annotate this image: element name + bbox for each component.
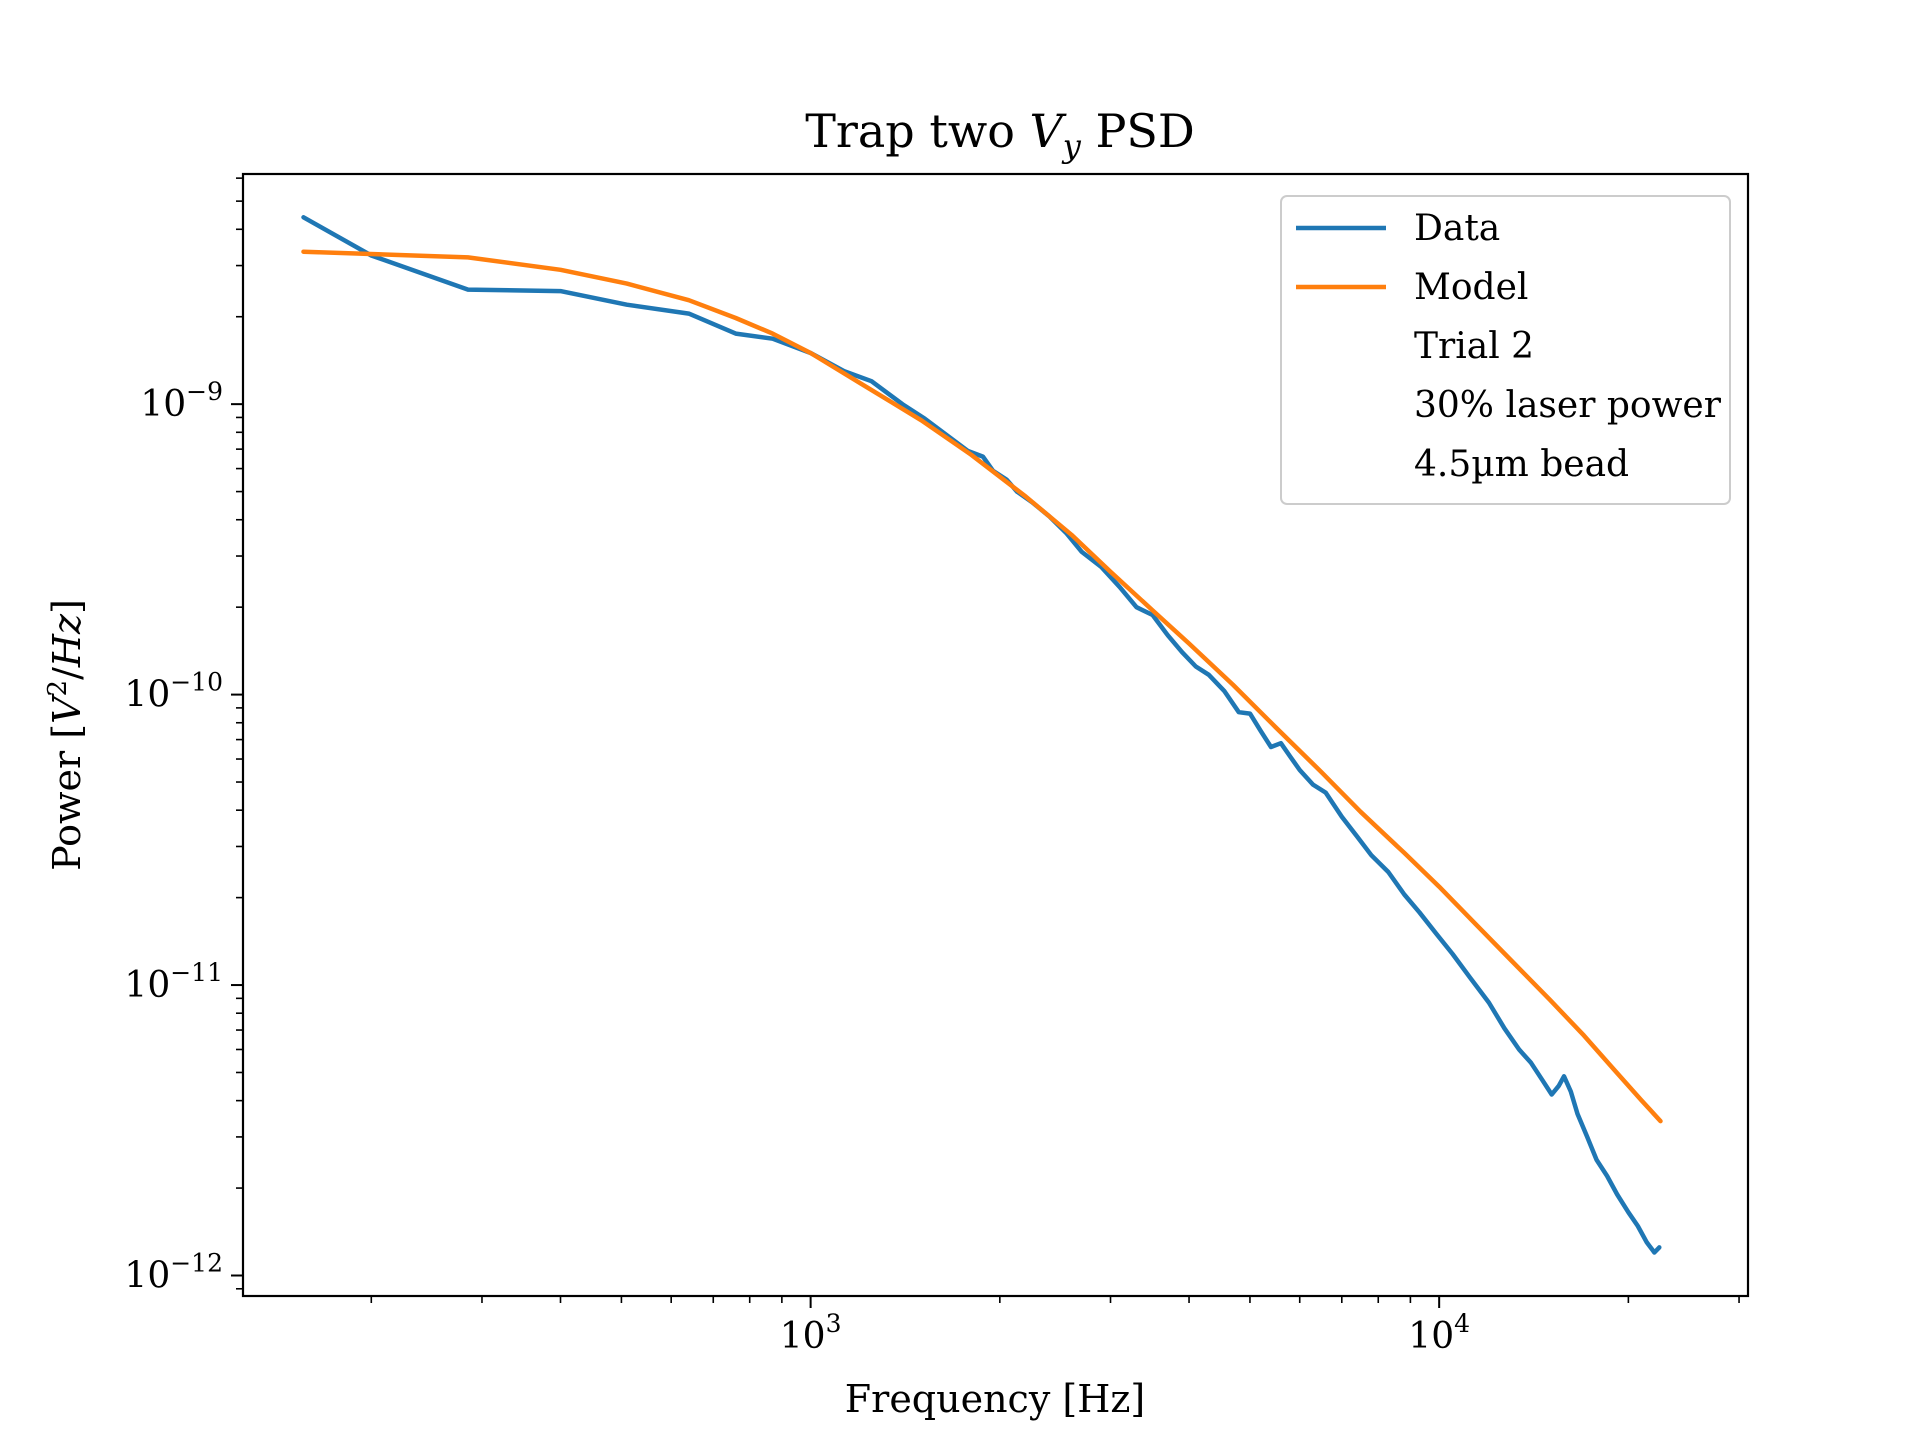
ylabel-unit: Hz [45, 613, 89, 668]
chart-title: Trap two Vy PSD [805, 104, 1195, 165]
y-tick-label: 10−9 [140, 377, 223, 425]
y-tick-base: 10 [124, 1255, 170, 1296]
series-line-data [301, 215, 1662, 1255]
title-sub: y [1061, 127, 1082, 165]
ylabel-var: V [45, 693, 89, 724]
x-tick-base: 10 [1408, 1316, 1454, 1357]
y-tick-exp: −11 [170, 958, 223, 987]
x-tick-exp: 3 [826, 1309, 842, 1338]
x-axis-label: Frequency [Hz] [845, 1377, 1145, 1421]
legend: Data Model Trial 2 30% laser power 4.5µm… [1280, 195, 1731, 505]
ylabel-sup: 2 [43, 680, 73, 697]
legend-data-label: Data [1414, 208, 1500, 249]
y-tick-label: 10−12 [124, 1248, 223, 1296]
y-tick-exp: −10 [170, 668, 223, 697]
ylabel-prefix: Power [ [45, 724, 89, 871]
title-suffix: PSD [1081, 104, 1195, 158]
legend-bead-label: 4.5µm bead [1414, 444, 1629, 485]
ylabel-suffix: ] [45, 599, 89, 614]
legend-trial-label: Trial 2 [1414, 326, 1534, 367]
y-tick-label: 10−11 [124, 958, 223, 1006]
x-tick-label: 103 [780, 1309, 842, 1357]
series-layer [301, 215, 1663, 1255]
legend-frame [1280, 195, 1731, 505]
plot-area [241, 172, 1750, 1298]
y-tick-base: 10 [124, 965, 170, 1006]
y-axis-label: Power [V2/Hz] [43, 599, 89, 871]
y-tick-base: 10 [140, 384, 186, 425]
legend-laser-label: 30% laser power [1414, 385, 1722, 426]
series-line-model [301, 249, 1663, 1124]
y-tick-exp: −12 [170, 1248, 223, 1277]
y-tick-exp: −9 [186, 377, 223, 406]
x-tick-base: 10 [780, 1316, 826, 1357]
title-prefix: Trap two [805, 104, 1029, 158]
title-var: V [1030, 104, 1068, 158]
y-tick-label: 10−10 [124, 668, 223, 716]
x-tick-label: 104 [1408, 1309, 1470, 1357]
y-tick-base: 10 [124, 675, 170, 716]
legend-model-label: Model [1414, 267, 1528, 308]
ylabel-mid: / [45, 667, 89, 680]
x-tick-exp: 4 [1454, 1309, 1470, 1338]
